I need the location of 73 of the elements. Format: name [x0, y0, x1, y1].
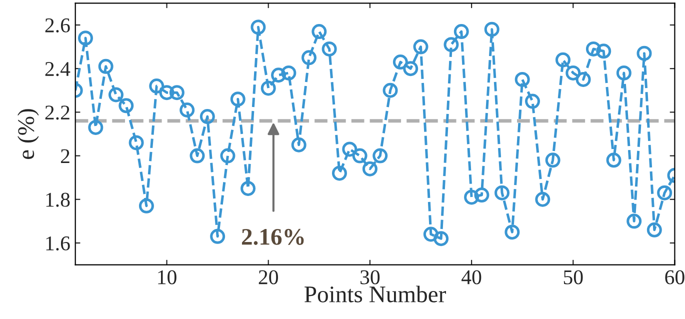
point [586, 41, 601, 56]
point [281, 65, 296, 80]
x-tick-label: 50 [564, 270, 583, 284]
point [474, 188, 490, 203]
y-tick-label: 1.6 [46, 236, 70, 250]
annotation: 2.16% [242, 228, 304, 245]
point [159, 85, 174, 100]
point [190, 148, 205, 164]
x-tick-label: 10 [158, 270, 176, 284]
point [454, 24, 469, 40]
point [494, 185, 510, 200]
point [128, 135, 144, 150]
y-tick-label: 2 [60, 149, 70, 164]
point [606, 152, 622, 168]
point [504, 224, 520, 240]
point [149, 78, 164, 94]
point [240, 180, 256, 196]
point [302, 50, 317, 66]
point [88, 120, 104, 135]
point [576, 72, 591, 87]
point [372, 148, 388, 164]
point [220, 148, 236, 164]
point [657, 185, 672, 200]
point [138, 198, 154, 214]
point [423, 226, 438, 242]
point [332, 166, 347, 181]
point [636, 46, 652, 61]
point [566, 65, 581, 80]
x-tick-label: 40 [462, 270, 482, 284]
point [555, 52, 570, 68]
point [118, 98, 134, 114]
point [291, 137, 306, 152]
point [342, 142, 358, 157]
point [403, 61, 418, 76]
point [514, 72, 530, 87]
y-tick-label: 1.8 [46, 192, 70, 207]
point [250, 20, 266, 35]
point [464, 190, 480, 205]
point [78, 30, 94, 46]
y-axis-title: e (%) [17, 109, 39, 159]
point [596, 44, 612, 59]
point [210, 228, 226, 244]
point [525, 94, 540, 109]
point [200, 109, 215, 124]
point [322, 41, 337, 56]
point [180, 102, 195, 118]
point [271, 68, 286, 83]
point [646, 222, 662, 238]
point [626, 214, 642, 229]
x-axis-title: Points Number [304, 286, 446, 302]
y-tick-label: 2.4 [45, 62, 70, 76]
x-tick-label: 30 [360, 270, 380, 284]
point [98, 58, 114, 74]
point [362, 161, 378, 176]
point [616, 65, 632, 80]
x-tick-label: 60 [665, 270, 684, 284]
point [484, 22, 500, 37]
point [434, 231, 449, 246]
point [535, 192, 550, 207]
point [108, 87, 124, 102]
point [312, 24, 327, 40]
point [413, 39, 428, 54]
point [392, 54, 408, 70]
y-tick-label: 2.2 [45, 106, 70, 120]
point [382, 82, 398, 98]
point [169, 85, 184, 100]
point [352, 148, 368, 164]
point [230, 92, 246, 107]
point [260, 80, 276, 96]
y-tick-label: 2.6 [45, 18, 70, 33]
x-tick-label: 20 [258, 270, 278, 284]
point [545, 152, 560, 168]
point [444, 37, 459, 52]
